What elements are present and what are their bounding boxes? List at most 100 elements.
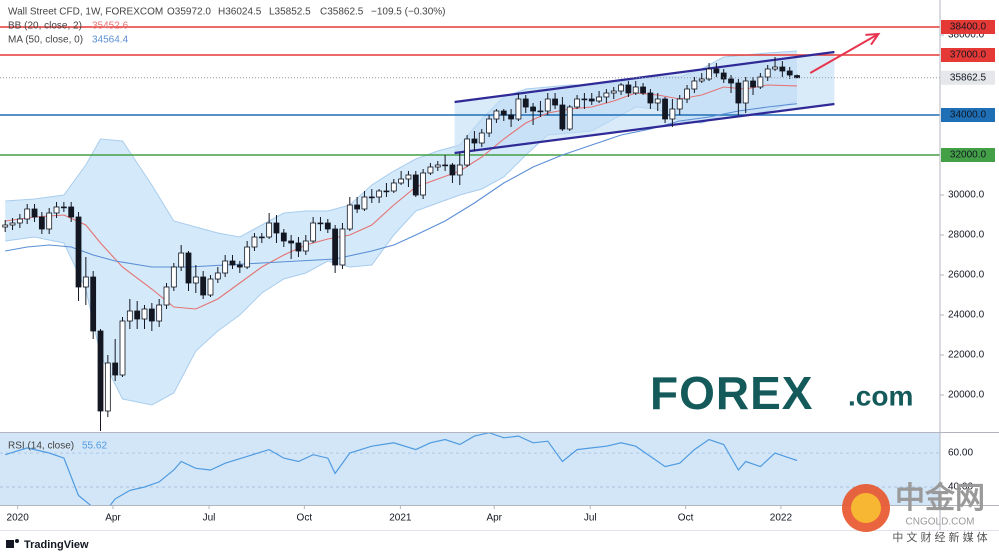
forex-logo: FOREX: [650, 367, 813, 419]
candle-body: [148, 308, 155, 322]
price-level-badge: [941, 108, 995, 122]
candle-body: [544, 98, 551, 112]
candle-body: [434, 164, 441, 168]
last-price-badge: [941, 70, 995, 85]
x-tick-label: Jul: [203, 513, 216, 524]
candle-body: [104, 362, 111, 412]
candle-body: [119, 320, 126, 376]
candle-body: [742, 80, 749, 104]
x-tick-label: Apr: [105, 513, 121, 524]
candle-body: [273, 222, 280, 234]
price-pane: [0, 26, 940, 431]
candle-body: [412, 174, 419, 196]
change: −109.5 (−0.30%): [371, 7, 446, 18]
channel-fill: [454, 52, 835, 153]
candle-body: [170, 266, 177, 288]
candle-body: [185, 252, 192, 284]
candle-body: [559, 104, 566, 130]
candle-body: [141, 308, 148, 320]
bb-legend-value: 35452.6: [92, 21, 129, 32]
candle-body: [647, 92, 654, 104]
overlay: 20000.0 22000.0 24000.0 26000.0 28000.0 30000…: [7, 20, 995, 524]
cngold-name: 中金网: [895, 481, 985, 515]
candle-body: [38, 216, 45, 230]
candle-body: [786, 70, 793, 76]
ohlc-low: L35852.5: [269, 7, 311, 18]
candle-body: [442, 164, 448, 167]
channel-line: [454, 102, 835, 155]
candle-body: [596, 96, 602, 102]
y-tick-label: 22000.0: [948, 350, 985, 361]
cngold-watermark: 中金网 CNGOLD.COM 中 文 财 经 新 媒 体: [842, 481, 988, 544]
candle-body: [750, 80, 756, 88]
candle-body: [764, 68, 771, 78]
candle-body: [346, 204, 353, 230]
candle-body: [552, 98, 558, 106]
price-level-label: 37000.0: [950, 50, 987, 61]
legend: Wall Street CFD, 1W, FOREXCOM O35972.0 H…: [8, 7, 446, 452]
candle-body: [192, 276, 199, 284]
candle-body: [640, 86, 646, 94]
candle-body: [522, 98, 529, 108]
rsi-line: [5, 433, 798, 505]
candle-body: [361, 196, 368, 210]
bb-band-fill: [5, 51, 797, 405]
rsi-band-fill: [0, 433, 940, 505]
candle-body: [728, 78, 734, 84]
candle-body: [2, 224, 9, 228]
candle-body: [295, 242, 302, 252]
candle-body: [112, 362, 119, 376]
ohlc-close: C35862.5: [320, 7, 364, 18]
candle-body: [324, 222, 331, 230]
rsi-legend: RSI (14, close): [8, 441, 74, 452]
bb-legend: BB (20, close, 2): [8, 21, 82, 32]
candle-body: [390, 182, 397, 192]
candle-body: [251, 236, 258, 248]
candle-body: [500, 110, 507, 116]
candle-body: [214, 272, 221, 280]
x-tick-label: Apr: [486, 513, 502, 524]
indicator-line: [5, 84, 798, 310]
price-level-badge: [941, 20, 995, 34]
y-tick-label: 26000.0: [948, 270, 985, 281]
candle-body: [368, 196, 375, 199]
candle-body: [464, 138, 470, 166]
candle-body: [581, 98, 588, 101]
rsi-tick-label: 60.00: [948, 448, 973, 459]
candle-body: [669, 108, 676, 120]
cngold-domain: CNGOLD.COM: [906, 517, 975, 528]
y-tick-label: 28000.0: [948, 230, 985, 241]
candle-body: [662, 98, 668, 120]
candle-body: [332, 228, 339, 266]
candle-body: [82, 276, 89, 288]
tv-logo-text: TradingView: [24, 539, 89, 551]
candle-body: [280, 232, 287, 242]
candle-body: [779, 66, 786, 72]
candle-body: [126, 310, 133, 322]
candle-body: [794, 75, 800, 79]
candle-body: [24, 208, 31, 220]
candle-body: [60, 206, 67, 209]
candle-body: [632, 86, 639, 94]
x-tick-label: 2022: [770, 513, 793, 524]
candle-body: [68, 206, 75, 218]
ma-legend-value: 34564.4: [92, 35, 129, 46]
price-level-label: 34000.0: [950, 110, 987, 121]
candle-body: [654, 98, 661, 104]
candle-body: [684, 88, 690, 100]
cngold-tagline: 中 文 财 经 新 媒 体: [892, 530, 987, 544]
candle-body: [772, 66, 778, 70]
y-tick-label: 38000.0: [948, 30, 985, 41]
candle-body: [427, 166, 434, 174]
cngold-logo-inner: [851, 493, 881, 523]
candle-body: [574, 98, 580, 108]
candle-body: [405, 174, 412, 180]
candle-body: [603, 92, 610, 98]
channel-line: [454, 50, 835, 104]
candle-body: [134, 310, 141, 320]
candle-body: [735, 82, 742, 104]
candle-body: [258, 236, 265, 239]
y-tick-label: 30000.0: [948, 190, 985, 201]
x-tick-label: Oct: [297, 513, 313, 524]
candle-body: [398, 178, 405, 184]
